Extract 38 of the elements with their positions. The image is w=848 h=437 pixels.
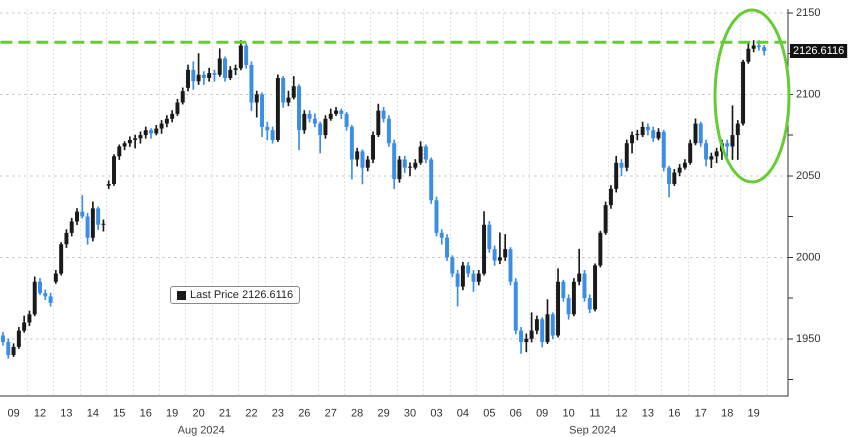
x-tick-label: 29 — [377, 407, 390, 420]
text: 2126.6116 — [793, 45, 844, 58]
y-tick-label: 2000 — [796, 251, 820, 264]
x-tick-label: 11 — [589, 407, 601, 420]
x-tick-label: 04 — [456, 407, 470, 420]
x-tick-label: 12 — [615, 407, 628, 420]
x-tick-label: 05 — [483, 407, 496, 420]
y-tick-label: 2050 — [796, 170, 820, 182]
x-tick-label: 27 — [324, 407, 337, 420]
y-tick-label: 2150 — [796, 6, 820, 19]
x-tick-label: 03 — [430, 407, 443, 420]
x-tick-label: 09 — [7, 407, 20, 420]
x-tick-label: 14 — [86, 407, 99, 420]
x-tick-label: 16 — [140, 407, 152, 420]
x-tick-label: 06 — [510, 407, 522, 420]
x-tick-label: 28 — [351, 407, 364, 420]
x-tick-label: 26 — [298, 407, 310, 420]
x-tick-label: 17 — [694, 407, 707, 420]
x-tick-label: 18 — [721, 407, 734, 420]
x-tick-label: 30 — [404, 407, 416, 420]
x-tick-label: 22 — [245, 407, 258, 420]
x-tick-label: 10 — [562, 407, 575, 420]
y-tick-label: 1950 — [796, 332, 820, 345]
text: Sep 2024 — [569, 424, 616, 437]
text: Aug 2024 — [178, 424, 225, 437]
x-tick-label: 13 — [60, 407, 73, 420]
x-tick-label: 23 — [272, 407, 284, 420]
x-tick-label: 13 — [642, 407, 654, 420]
x-tick-label: 19 — [748, 407, 760, 420]
x-tick-label: 15 — [113, 407, 126, 420]
x-tick-label: 20 — [192, 407, 205, 420]
x-tick-label: 09 — [536, 407, 548, 420]
x-tick-label: 21 — [218, 407, 232, 420]
legend-label: Last Price 2126.6116 — [190, 289, 294, 301]
x-tick-label: 19 — [166, 407, 178, 420]
x-tick-label: 12 — [34, 407, 46, 420]
x-tick-label: 16 — [668, 407, 680, 420]
y-tick-label: 2100 — [796, 88, 820, 100]
